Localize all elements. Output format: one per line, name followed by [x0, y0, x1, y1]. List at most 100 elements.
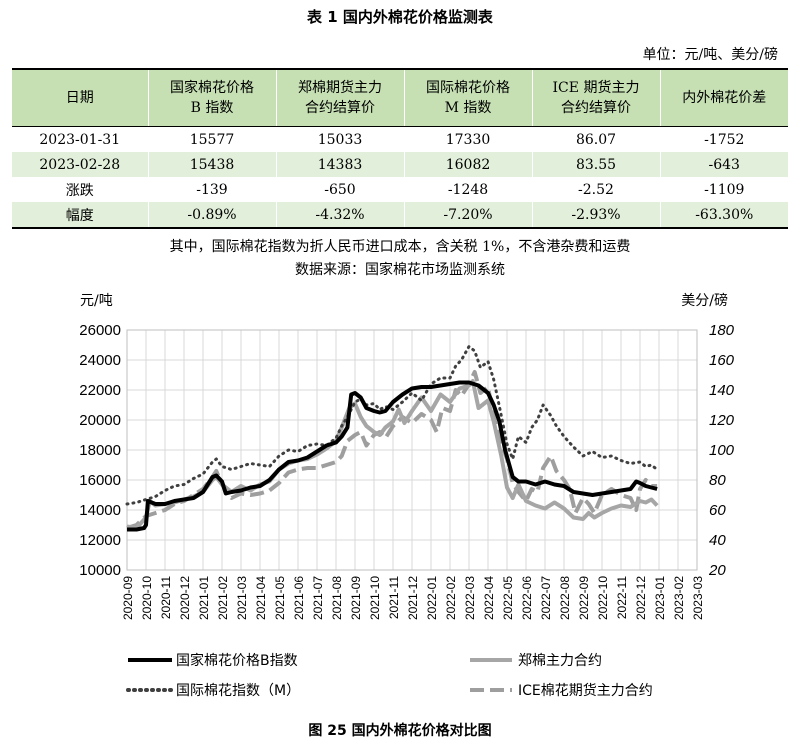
x-tick-label: 2020-11 — [159, 576, 173, 619]
table-cell: 86.07 — [531, 126, 660, 152]
table-cell: 幅度 — [12, 202, 148, 229]
table-cell: -1248 — [403, 177, 532, 202]
table-row: 2023-01-31 15577 15033 17330 86.07 -1752 — [12, 126, 788, 152]
table-cell: -63.30% — [659, 202, 788, 229]
y-tick-label-right: 60 — [709, 502, 726, 519]
x-tick-label: 2021-01 — [197, 576, 211, 620]
table-title: 表 1 国内外棉花价格监测表 — [307, 8, 493, 26]
y-tick-label-left: 10000 — [79, 562, 121, 579]
x-tick-label: 2021-07 — [311, 576, 325, 620]
x-tick-label: 2021-09 — [349, 576, 363, 620]
x-tick-label: 2021-04 — [254, 576, 268, 620]
x-tick-label: 2021-11 — [387, 576, 401, 619]
header-cell: 郑棉期货主力 合约结算价 — [275, 68, 404, 127]
table-cell: 17330 — [403, 126, 532, 152]
table-cell: 2023-02-28 — [12, 152, 148, 177]
table-cell: -650 — [275, 177, 404, 202]
table-note: 其中，国际棉花指数为折人民币进口成本，含关税 1%，不含港杂费和运费 — [169, 239, 631, 255]
y-tick-label-right: 20 — [708, 562, 726, 579]
x-tick-label: 2022-02 — [444, 576, 458, 620]
table-row: 2023-02-28 15438 14383 16082 83.55 -643 — [12, 152, 788, 177]
header-cell: 国际棉花价格 M 指数 — [403, 68, 532, 127]
header-cell: 内外棉花价差 — [659, 68, 788, 127]
x-tick-label: 2021-12 — [406, 576, 420, 620]
series-line — [125, 345, 659, 506]
table-cell: 83.55 — [531, 152, 660, 177]
y-tick-label-left: 14000 — [79, 502, 121, 519]
header-cell: ICE 期货主力 合约结算价 — [531, 68, 660, 127]
table-cell: 15033 — [275, 126, 404, 152]
x-tick-label: 2023-01 — [653, 576, 667, 620]
table-cell: -1109 — [659, 177, 788, 202]
price-comparison-chart: 10000 12000 14000 16000 18000 20000 22000 24000… — [79, 292, 735, 699]
x-tick-label: 2022-07 — [539, 576, 553, 620]
table-cell: 涨跌 — [65, 182, 94, 199]
header-cell: 国家棉花价格 B 指数 — [147, 68, 276, 127]
x-tick-label: 2021-05 — [273, 576, 287, 620]
x-tick-label: 2022-01 — [425, 576, 439, 620]
series-line — [126, 370, 658, 530]
y-tick-label-left: 18000 — [79, 442, 121, 459]
x-tick-label: 2020-10 — [140, 576, 154, 620]
y-tick-label-right: 80 — [709, 472, 726, 489]
y-tick-label-left: 24000 — [79, 352, 121, 369]
x-tick-label: 2020-12 — [178, 576, 192, 620]
table-header-row: 日期 国家棉花价格 B 指数 郑棉期货主力 合约结算价 国际棉花价格 M 指数 ICE… — [12, 68, 788, 127]
x-tick-label: 2022-11 — [615, 576, 629, 619]
price-monitor-table: 日期 国家棉花价格 B 指数 郑棉期货主力 合约结算价 国际棉花价格 M 指数 ICE… — [12, 68, 788, 229]
header-cell: 日期 — [12, 68, 148, 127]
table-cell: 15577 — [147, 126, 276, 152]
table-cell: 2023-01-31 — [39, 131, 121, 148]
x-tick-label: 2020-09 — [121, 576, 135, 620]
x-tick-label: 2022-06 — [520, 576, 534, 620]
x-tick-label: 2022-04 — [482, 576, 496, 620]
table-cell: -2.93% — [531, 202, 660, 229]
y-tick-label-left: 16000 — [79, 472, 121, 489]
x-tick-label: 2021-08 — [330, 576, 344, 620]
y-axis-label-right: 美分/磅 — [681, 292, 728, 309]
table-row: 涨跌 -139 -650 -1248 -2.52 -1109 — [12, 177, 788, 202]
table-cell: -4.32% — [275, 202, 404, 229]
y-tick-label-right: 120 — [709, 412, 735, 429]
x-tick-label: 2021-02 — [216, 576, 230, 620]
plot-frame — [126, 329, 698, 571]
x-tick-label: 2022-09 — [577, 576, 591, 620]
x-tick-label: 2022-05 — [501, 576, 515, 620]
table-cell: -643 — [659, 152, 788, 177]
y-tick-label-right: 100 — [709, 442, 735, 459]
table-row: 幅度 -0.89% -4.32% -7.20% -2.93% -63.30% — [12, 202, 788, 229]
x-tick-label: 2023-02 — [672, 576, 686, 620]
table-cell: -2.52 — [531, 177, 660, 202]
legend-label: 郑棉主力合约 — [518, 652, 602, 669]
y-tick-label-right: 160 — [709, 352, 735, 369]
y-tick-label-right: 40 — [709, 532, 726, 549]
y-tick-label-right: 140 — [709, 382, 735, 399]
x-tick-label: 2021-03 — [235, 576, 249, 620]
x-tick-label: 2022-10 — [596, 576, 610, 620]
unit-label: 单位：元/吨、美分/磅 — [642, 47, 778, 63]
figure-title: 图 25 国内外棉花价格对比图 — [308, 723, 492, 739]
y-tick-label-left: 12000 — [79, 532, 121, 549]
x-tick-label: 2022-03 — [463, 576, 477, 620]
table-cell: 16082 — [403, 152, 532, 177]
x-tick-label: 2021-06 — [292, 576, 306, 620]
y-tick-label-right: 180 — [709, 322, 735, 339]
table-cell: 15438 — [147, 152, 276, 177]
legend-label: 国际棉花指数（M） — [176, 682, 300, 699]
legend-label: ICE棉花期货主力合约 — [518, 682, 653, 699]
legend-label: 国家棉花价格B指数 — [176, 652, 298, 669]
table-cell: -1752 — [659, 126, 788, 152]
x-tick-label: 2022-12 — [634, 576, 648, 620]
y-tick-label-left: 20000 — [79, 412, 121, 429]
x-tick-label: 2023-03 — [691, 576, 705, 620]
table-cell: 14383 — [275, 152, 404, 177]
y-tick-label-left: 22000 — [79, 382, 121, 399]
y-tick-label-left: 26000 — [79, 322, 121, 339]
x-tick-label: 2021-10 — [368, 576, 382, 620]
series-line — [127, 380, 658, 532]
table-cell: -139 — [147, 177, 276, 202]
table-cell: -7.20% — [403, 202, 532, 229]
data-source-note: 数据来源：国家棉花市场监测系统 — [295, 262, 505, 278]
y-axis-label-left: 元/吨 — [80, 293, 113, 309]
table-cell: -0.89% — [147, 202, 276, 229]
